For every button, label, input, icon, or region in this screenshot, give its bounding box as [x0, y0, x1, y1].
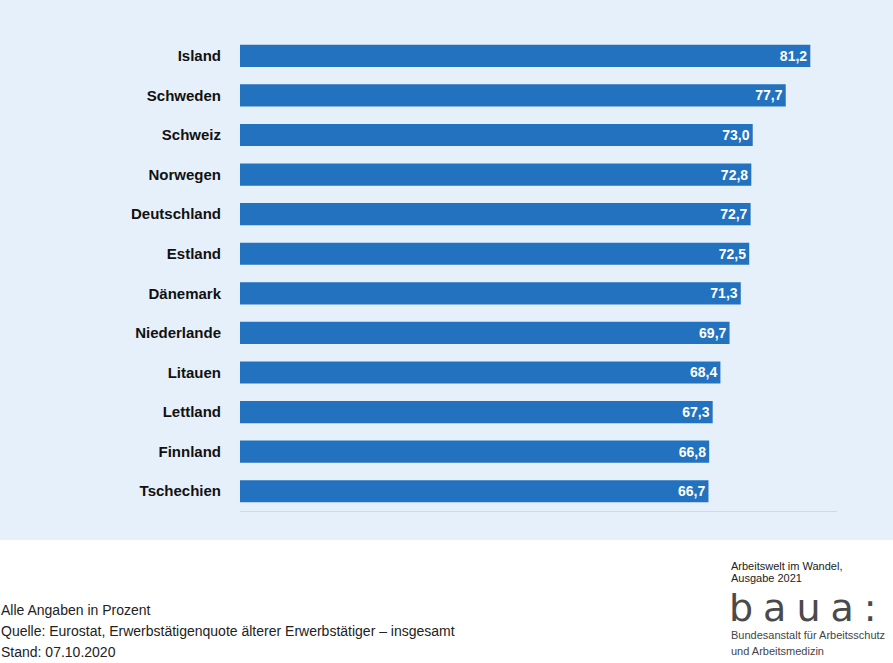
svg-text:72,5: 72,5	[719, 246, 746, 262]
svg-text:72,7: 72,7	[720, 206, 747, 222]
svg-text:68,4: 68,4	[690, 364, 717, 380]
svg-text:73,0: 73,0	[722, 127, 749, 143]
svg-text:71,3: 71,3	[710, 285, 737, 301]
html-text:Alle Angaben in Prozent: Alle Angaben in Prozent	[1, 602, 151, 618]
svg-text:67,3: 67,3	[682, 404, 709, 420]
html-text:baua:: baua:	[729, 586, 887, 630]
svg-text:66,8: 66,8	[679, 444, 706, 460]
svg-text:81,2: 81,2	[780, 48, 807, 64]
svg-text:Niederlande: Niederlande	[135, 324, 221, 341]
svg-text:Tschechien: Tschechien	[140, 482, 221, 499]
html-text:Quelle: Eurostat, Erwerbstätig: Quelle: Eurostat, Erwerbstätigenquote äl…	[1, 623, 455, 639]
svg-text:Dänemark: Dänemark	[148, 285, 221, 302]
svg-text:Island: Island	[178, 47, 221, 64]
svg-text:66,7: 66,7	[678, 483, 705, 499]
html-text:Stand: 07.10.2020: Stand: 07.10.2020	[1, 644, 116, 660]
svg-text:Litauen: Litauen	[168, 364, 221, 381]
svg-text:72,8: 72,8	[721, 167, 748, 183]
svg-text:Finnland: Finnland	[159, 443, 222, 460]
html-text:Ausgabe 2021: Ausgabe 2021	[731, 572, 802, 584]
svg-text:Schweden: Schweden	[147, 87, 221, 104]
svg-text:Deutschland: Deutschland	[131, 205, 221, 222]
svg-text:69,7: 69,7	[699, 325, 726, 341]
svg-text:Estland: Estland	[167, 245, 221, 262]
html-text:Bundesanstalt für Arbeitsschut: Bundesanstalt für Arbeitsschutz	[731, 629, 886, 641]
svg-text:Norwegen: Norwegen	[148, 166, 221, 183]
svg-text:77,7: 77,7	[755, 87, 782, 103]
html-text:Arbeitswelt im Wandel,: Arbeitswelt im Wandel,	[731, 560, 843, 572]
html-text:und Arbeitsmedizin: und Arbeitsmedizin	[731, 645, 824, 657]
svg-text:Lettland: Lettland	[163, 403, 221, 420]
svg-text:Schweiz: Schweiz	[162, 126, 221, 143]
